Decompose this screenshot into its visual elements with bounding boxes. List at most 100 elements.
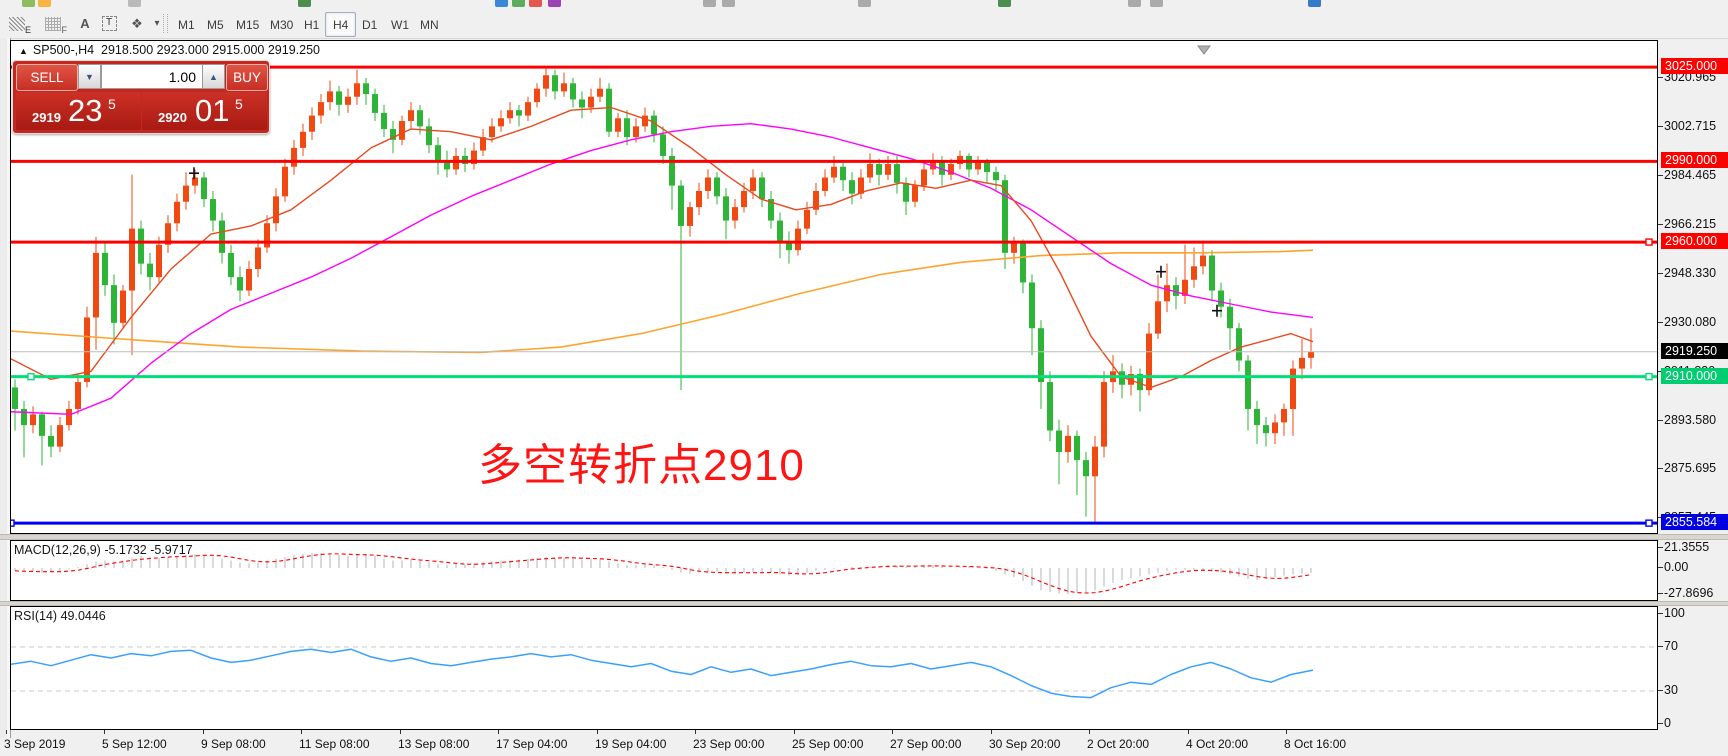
clipped-icon [722, 0, 735, 7]
candle-up [309, 115, 315, 132]
expert-hatch-e-icon[interactable]: E [6, 13, 31, 35]
sell-button[interactable]: SELL [16, 64, 78, 91]
timeframe-button-m15[interactable]: M15 [236, 17, 260, 32]
timeframe-button-w1[interactable]: W1 [391, 17, 409, 32]
chart-shift-icon[interactable] [1197, 45, 1211, 55]
macd-panel[interactable] [10, 540, 1658, 601]
candle-up [57, 425, 63, 447]
cross-marker-icon[interactable] [1156, 265, 1166, 278]
buy-price-small: 2920 [158, 110, 187, 125]
candle-down [444, 161, 450, 170]
timeframe-button-d1[interactable]: D1 [362, 17, 378, 32]
price-badge-2855.584: 2855.584 [1661, 514, 1728, 531]
candle-down [759, 177, 765, 200]
price-axis-tick: 2984.465 [1664, 168, 1717, 183]
text-label-a-icon[interactable]: A [80, 16, 90, 31]
candle-down [669, 155, 675, 186]
buy-quote[interactable]: 2920 01 5 [142, 92, 267, 130]
timeframe-button-h4[interactable]: H4 [325, 12, 357, 37]
ma-fast-line [11, 106, 1314, 389]
sell-quote[interactable]: 2919 23 5 [16, 92, 141, 130]
line-handle[interactable] [1645, 238, 1653, 246]
candle-up [156, 244, 162, 278]
candle-up [1290, 368, 1296, 409]
time-axis-tick-mark [1286, 730, 1287, 734]
time-axis-tick-mark [1089, 730, 1090, 734]
line-handle[interactable] [11, 519, 15, 527]
candle-down [678, 185, 684, 226]
timeframe-button-h1[interactable]: H1 [304, 17, 320, 32]
candle-up [687, 207, 693, 226]
candle-up [885, 164, 891, 175]
price-axis-tick: 2893.580 [1664, 412, 1717, 427]
candle-up [1011, 242, 1017, 253]
rsi-canvas[interactable] [11, 607, 1657, 729]
candle-up [192, 177, 198, 186]
volume-input[interactable] [101, 64, 203, 89]
buy-button[interactable]: BUY [226, 64, 268, 91]
candle-down [876, 164, 882, 175]
line-handle[interactable] [1645, 519, 1653, 527]
candle-down [48, 435, 54, 447]
panel-splitter[interactable] [0, 601, 1728, 606]
chart-title-symbol: SP500-,H4 [32, 43, 95, 57]
candle-up [975, 161, 981, 170]
candle-up [912, 185, 918, 202]
candle-up [507, 110, 513, 119]
candle-down [903, 182, 909, 202]
candle-up [1155, 301, 1161, 334]
time-axis-label: 25 Sep 00:00 [792, 737, 864, 751]
candle-down [1038, 328, 1044, 383]
timeframe-button-m5[interactable]: M5 [207, 17, 224, 32]
cross-marker-icon[interactable] [189, 167, 199, 180]
candle-up [93, 252, 99, 318]
candle-down [228, 252, 234, 278]
candle-down [426, 126, 432, 146]
volume-decrease-button[interactable]: ▼ [78, 64, 101, 89]
clipped-icon [22, 0, 35, 7]
timeframe-button-mn[interactable]: MN [420, 17, 439, 32]
main-chart-panel[interactable]: ▲ SP500-,H4 2918.500 2923.000 2915.000 29… [10, 40, 1658, 534]
symbol-triangle-icon: ▲ [19, 46, 28, 56]
candle-up [1200, 255, 1206, 267]
candle-down [1002, 180, 1008, 253]
candle-down [777, 220, 783, 243]
price-badge-2960.000: 2960.000 [1661, 233, 1728, 250]
dropdown-caret-icon[interactable]: ▾ [154, 18, 160, 29]
line-handle[interactable] [1645, 372, 1653, 381]
rsi-axis-tick: 0 [1664, 716, 1671, 730]
cycles-icon[interactable]: ❖ [131, 15, 143, 31]
rsi-panel[interactable] [10, 606, 1658, 730]
buy-price-sup: 5 [235, 96, 243, 112]
candle-up [741, 190, 747, 208]
candle-up [498, 118, 504, 127]
rsi-axis-tick: 100 [1664, 606, 1685, 620]
candle-up [129, 228, 135, 291]
price-chart-canvas[interactable] [11, 41, 1657, 533]
panel-splitter[interactable] [0, 534, 1728, 540]
candle-down [939, 161, 945, 175]
candle-down [1137, 373, 1143, 391]
candle-up [1128, 373, 1134, 385]
candle-up [273, 196, 279, 224]
grid-hatch-f-icon[interactable]: F [42, 13, 67, 35]
candle-down [21, 408, 27, 426]
clipped-icon [858, 0, 871, 7]
price-axis-tick-mark [1658, 272, 1663, 274]
timeframe-button-m30[interactable]: M30 [270, 17, 294, 32]
candle-down [1263, 425, 1269, 434]
clipped-icon [1128, 0, 1141, 7]
text-box-t-icon[interactable]: T [98, 13, 120, 34]
clipped-icon [128, 0, 141, 7]
candle-up [948, 164, 954, 175]
candle-up [183, 185, 189, 202]
candle-up [408, 110, 414, 121]
line-handle[interactable] [27, 372, 35, 381]
candle-down [840, 166, 846, 181]
candle-up [120, 290, 126, 323]
cross-marker-icon[interactable] [1212, 304, 1222, 317]
macd-canvas[interactable] [11, 541, 1657, 600]
volume-increase-button[interactable]: ▲ [202, 64, 225, 89]
candle-up [597, 88, 603, 97]
timeframe-button-m1[interactable]: M1 [178, 17, 195, 32]
